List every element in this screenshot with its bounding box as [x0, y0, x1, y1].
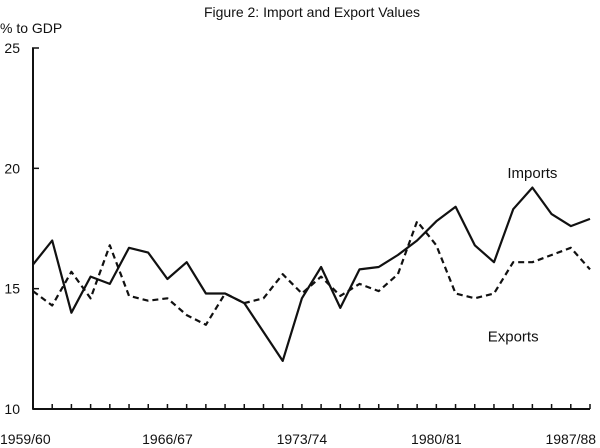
- axes: [32, 48, 590, 410]
- series-lines: [32, 186, 591, 362]
- y-axis-label: % to GDP: [0, 20, 62, 36]
- series-line-imports: [32, 186, 591, 362]
- x-tick-label: 1973/74: [277, 431, 328, 447]
- x-tick-label: 1987/88: [545, 431, 596, 447]
- series-line-exports: [32, 220, 591, 326]
- y-tick-label: 25: [4, 40, 20, 56]
- y-tick-label: 15: [4, 281, 20, 297]
- y-axis-ticks: 10 15 20 25: [4, 40, 39, 417]
- annotation-exports: Exports: [488, 329, 539, 346]
- x-axis-ticks: 1959/60 1966/67 1973/74 1980/81 1987/88: [0, 404, 596, 447]
- chart-title: Figure 2: Import and Export Values: [204, 4, 420, 20]
- x-tick-label: 1980/81: [411, 431, 462, 447]
- x-tick-label: 1959/60: [0, 431, 51, 447]
- y-tick-label: 10: [4, 401, 20, 417]
- x-tick-label: 1966/67: [142, 431, 193, 447]
- series-annotations: Imports Exports: [488, 165, 558, 346]
- annotation-imports: Imports: [507, 165, 557, 182]
- y-tick-label: 20: [4, 160, 20, 176]
